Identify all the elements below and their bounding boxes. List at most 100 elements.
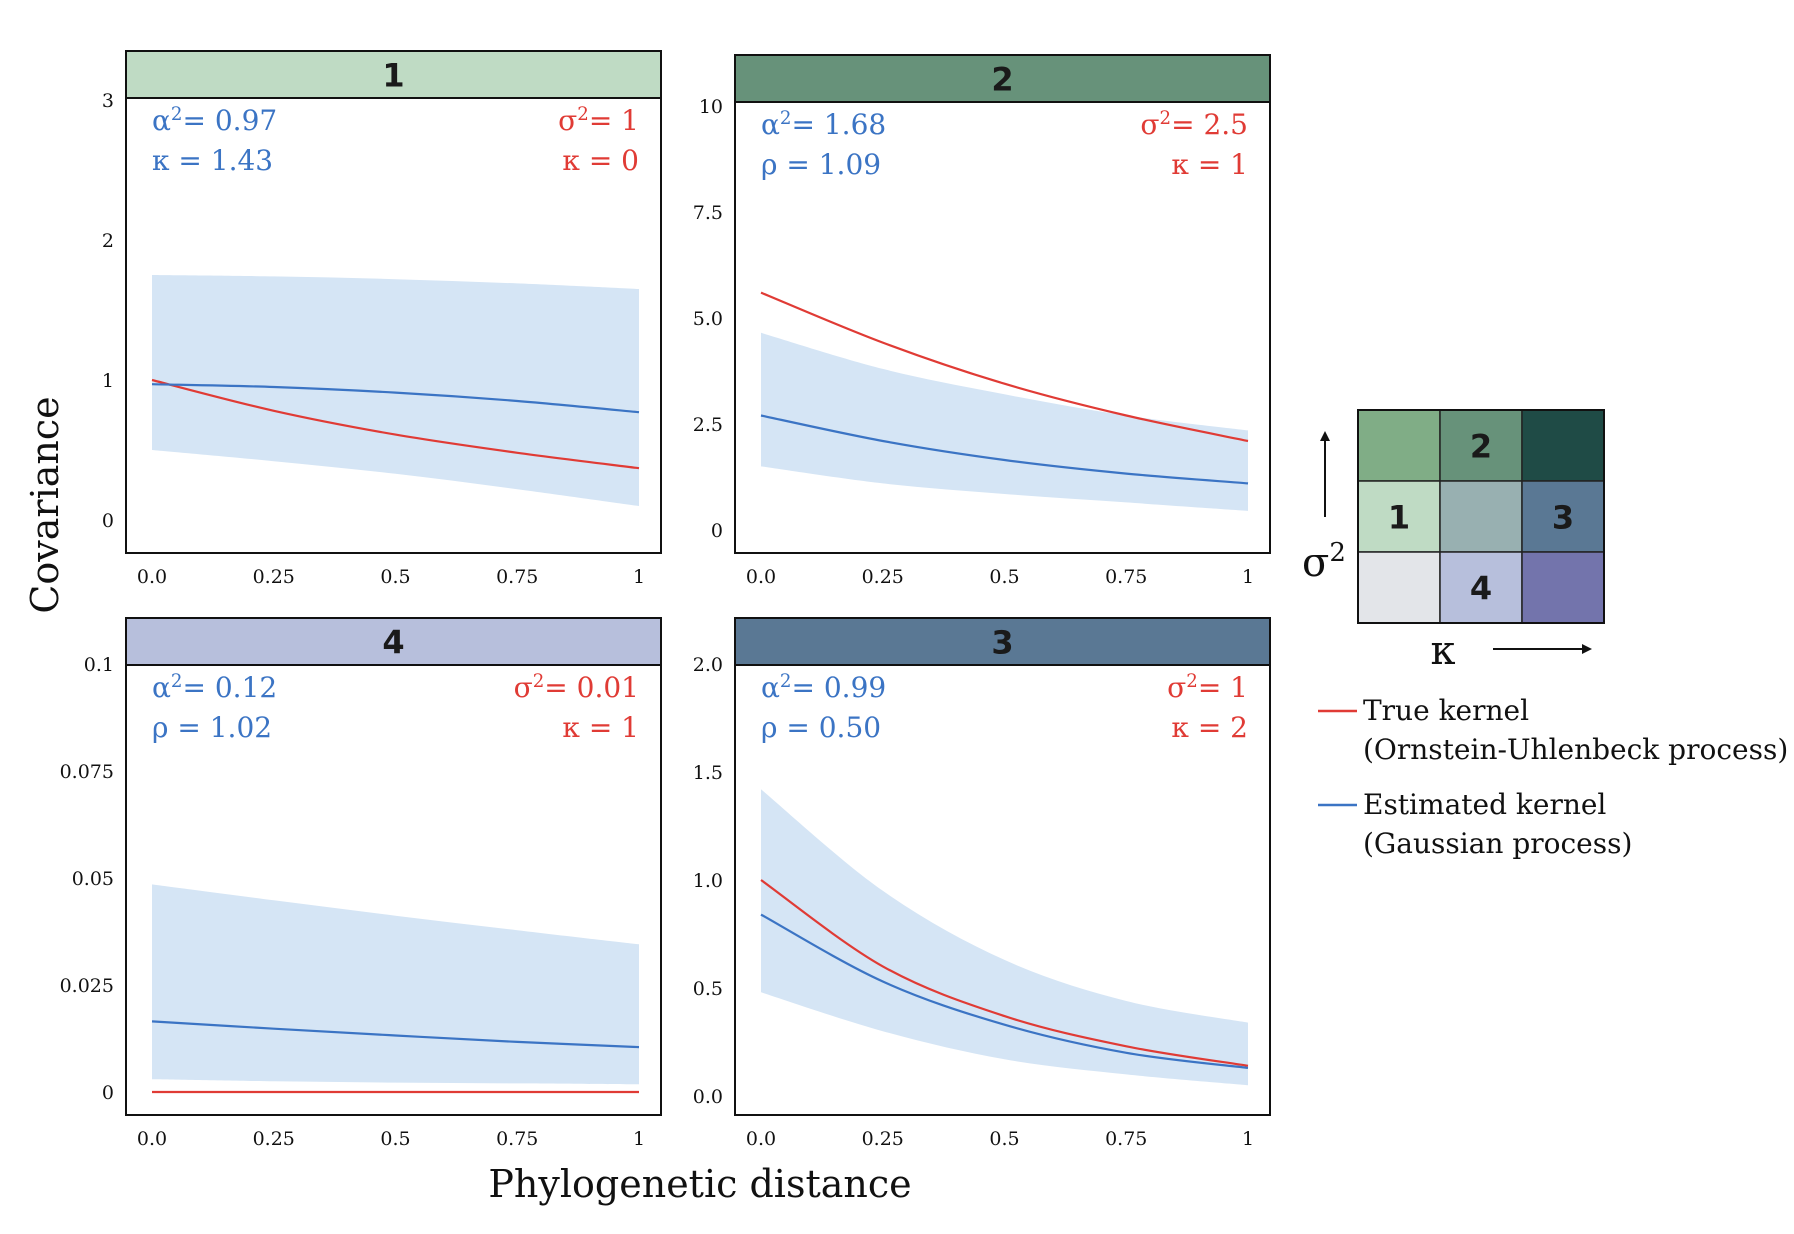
y-tick-label: 0.1 xyxy=(84,654,114,676)
true-param-label: σ2= 1 xyxy=(558,104,639,138)
confidence-band xyxy=(152,275,639,506)
y-tick-label: 1 xyxy=(102,370,114,392)
estimated-param-label: ρ = 0.50 xyxy=(761,711,881,744)
estimated-kernel-line xyxy=(151,1020,640,1049)
legend-sublabel: (Gaussian process) xyxy=(1363,827,1632,860)
panel-2: 2 0 2.5 5.0 7.5 10 0.0 0.25 0.5 0.75 1 α2= 1.68 ρ = … xyxy=(693,54,1271,588)
x-tick-label: 0.75 xyxy=(1105,1128,1147,1150)
key-cell xyxy=(1521,409,1605,482)
confidence-band xyxy=(152,884,639,1085)
true-kernel-line xyxy=(760,879,1249,1067)
estimated-param-label: ρ = 1.02 xyxy=(152,711,272,744)
y-tick-label: 2.5 xyxy=(693,414,723,436)
key-y-label: σ2 xyxy=(1302,538,1346,586)
panel-header xyxy=(125,50,662,99)
true-param-label: σ2= 2.5 xyxy=(1140,108,1248,142)
true-param-label: κ = 2 xyxy=(1171,711,1248,744)
legend: True kernel (Ornstein-Uhlenbeck process) E… xyxy=(1318,694,1788,860)
y-tick-label: 7.5 xyxy=(693,202,723,224)
legend-item: True kernel (Ornstein-Uhlenbeck process) xyxy=(1318,694,1788,766)
x-tick-label: 0.25 xyxy=(253,566,295,588)
key-cell-label: 1 xyxy=(1388,499,1410,537)
y-tick-label: 0.0 xyxy=(693,1086,723,1108)
key-cell xyxy=(1439,551,1523,624)
panel-header-label: 2 xyxy=(991,61,1013,99)
true-kernel-line xyxy=(760,291,1249,443)
y-tick-label: 0.025 xyxy=(60,975,114,997)
true-kernel-line xyxy=(151,378,640,470)
key-cell xyxy=(1357,409,1441,482)
y-tick-label: 2 xyxy=(102,230,114,252)
y-tick-label: 10 xyxy=(699,96,723,118)
x-tick-label: 0.5 xyxy=(380,566,410,588)
x-tick-label: 0.75 xyxy=(1105,566,1147,588)
y-tick-label: 0.05 xyxy=(72,868,114,890)
x-tick-label: 0.25 xyxy=(253,1128,295,1150)
key-grid: 2 1 3 4 σ2 κ xyxy=(1302,409,1605,674)
legend-label: Estimated kernel xyxy=(1363,788,1606,821)
key-cell xyxy=(1357,551,1441,624)
true-param-label: σ2= 1 xyxy=(1167,671,1248,705)
key-grid-border xyxy=(1357,409,1605,624)
legend-item: Estimated kernel (Gaussian process) xyxy=(1318,788,1632,860)
x-tick-label: 1 xyxy=(633,566,645,588)
panel-header xyxy=(734,617,1271,666)
y-tick-label: 1.5 xyxy=(693,762,723,784)
key-cell-label: 3 xyxy=(1552,499,1574,537)
estimated-kernel-line xyxy=(151,383,640,414)
x-tick-label: 0.5 xyxy=(989,566,1019,588)
y-tick-label: 2.0 xyxy=(693,654,723,676)
x-tick-label: 0.75 xyxy=(496,1128,538,1150)
legend-sublabel: (Ornstein-Uhlenbeck process) xyxy=(1363,733,1788,766)
y-tick-label: 3 xyxy=(102,90,114,112)
x-tick-label: 1 xyxy=(1242,566,1254,588)
panel-header xyxy=(734,54,1271,103)
y-tick-label: 5.0 xyxy=(693,308,723,330)
panel-1: 1 0 1 2 3 0.0 0.25 0.5 0.75 1 α2= 0.97 κ = 1.43 σ2= … xyxy=(102,50,662,588)
true-param-label: κ = 1 xyxy=(1171,148,1248,181)
panel-header-label: 4 xyxy=(382,624,404,662)
x-axis-title: Phylogenetic distance xyxy=(488,1162,911,1206)
x-tick-label: 1 xyxy=(633,1128,645,1150)
key-cell-label: 2 xyxy=(1470,428,1492,466)
y-tick-label: 0 xyxy=(102,1082,114,1104)
true-param-label: κ = 0 xyxy=(562,144,639,177)
true-param-label: σ2= 0.01 xyxy=(514,671,639,705)
key-x-label: κ xyxy=(1431,628,1456,674)
y-tick-label: 0.5 xyxy=(693,978,723,1000)
x-tick-label: 0.0 xyxy=(137,566,167,588)
estimated-param-label: α2= 1.68 xyxy=(761,108,886,142)
estimated-param-label: κ = 1.43 xyxy=(152,144,273,177)
estimated-param-label: α2= 0.12 xyxy=(152,671,277,705)
key-cell xyxy=(1521,480,1605,553)
panel-4: 4 0 0.025 0.05 0.075 0.1 0.0 0.25 0.5 0.75 1 α2= 0.… xyxy=(60,617,662,1150)
panel-3: 3 0.0 0.5 1.0 1.5 2.0 0.0 0.25 0.5 0.75 1 α2= 0.99 ρ… xyxy=(693,617,1271,1150)
panel-header-label: 3 xyxy=(991,624,1013,662)
key-cell xyxy=(1521,551,1605,624)
key-cell-label: 4 xyxy=(1470,570,1492,608)
estimated-kernel-line xyxy=(760,414,1249,485)
y-axis-title: Covariance xyxy=(23,396,67,613)
panel-header xyxy=(125,617,662,666)
estimated-param-label: α2= 0.97 xyxy=(152,104,277,138)
x-tick-label: 0.0 xyxy=(746,566,776,588)
key-cell xyxy=(1439,480,1523,553)
confidence-band xyxy=(761,789,1248,1086)
x-tick-label: 0.0 xyxy=(137,1128,167,1150)
x-tick-label: 0.75 xyxy=(496,566,538,588)
panel-header-label: 1 xyxy=(382,57,404,95)
true-param-label: κ = 1 xyxy=(562,711,639,744)
legend-label: True kernel xyxy=(1363,694,1529,727)
confidence-band xyxy=(761,332,1248,511)
y-tick-label: 0.075 xyxy=(60,761,114,783)
estimated-param-label: α2= 0.99 xyxy=(761,671,886,705)
x-tick-label: 0.5 xyxy=(989,1128,1019,1150)
x-tick-label: 1 xyxy=(1242,1128,1254,1150)
x-tick-label: 0.5 xyxy=(380,1128,410,1150)
key-cell xyxy=(1439,409,1523,482)
x-tick-label: 0.0 xyxy=(746,1128,776,1150)
y-tick-label: 1.0 xyxy=(693,870,723,892)
x-tick-label: 0.25 xyxy=(862,566,904,588)
